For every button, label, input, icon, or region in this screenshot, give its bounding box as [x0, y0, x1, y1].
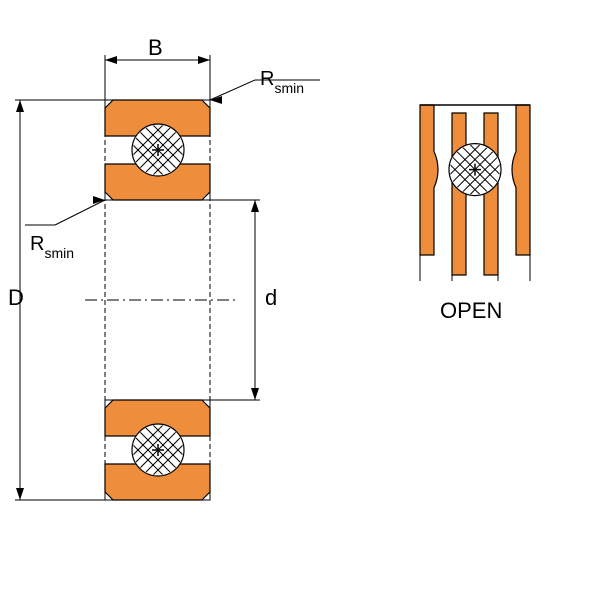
open-outer-left	[420, 105, 438, 255]
dim-d-label: d	[265, 285, 277, 310]
open-inner-left	[452, 113, 466, 275]
dim-B-label: B	[148, 35, 163, 60]
open-label: OPEN	[440, 298, 502, 323]
dim-D-label: D	[8, 285, 24, 310]
leader-rsmin-bot: Rsmin	[30, 233, 74, 261]
open-inner-right	[484, 113, 498, 275]
leader-rsmin-top: Rsmin	[260, 68, 304, 96]
open-outer-right	[512, 105, 530, 255]
